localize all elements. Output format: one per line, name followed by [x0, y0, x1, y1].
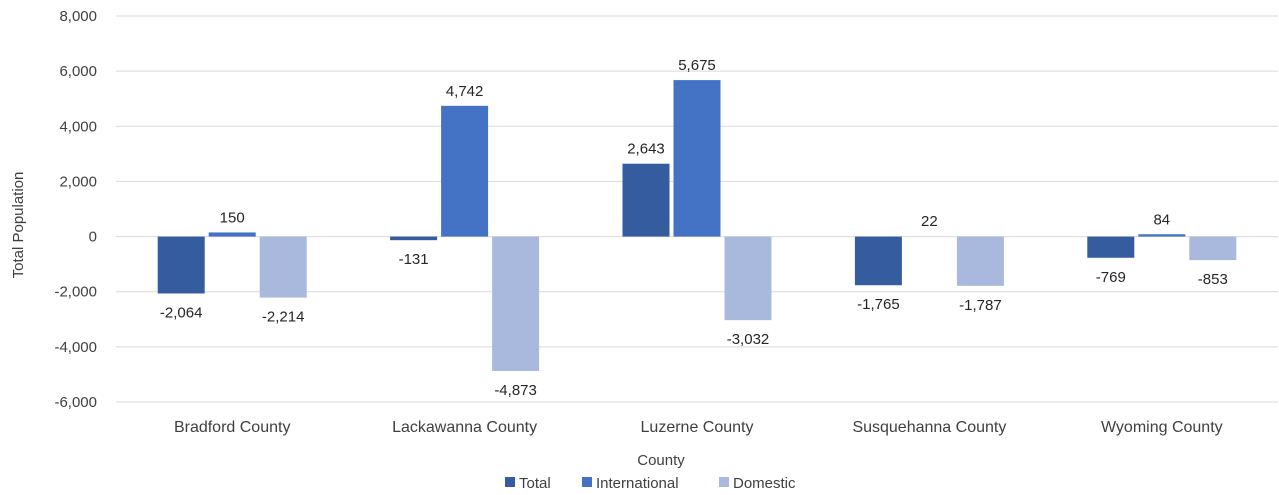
bar-total — [1087, 236, 1135, 258]
legend-swatch-international — [582, 477, 592, 487]
bar-international — [208, 232, 256, 237]
x-category-label: Luzerne County — [641, 419, 754, 436]
legend-swatch-total — [505, 477, 515, 487]
data-label: 22 — [921, 213, 938, 230]
data-label: -769 — [1096, 269, 1126, 286]
y-tick-label: 6,000 — [59, 63, 97, 80]
x-category-label: Wyoming County — [1101, 419, 1223, 436]
x-axis-categories: Bradford County Lackawanna County Luzerne … — [174, 419, 1223, 436]
legend-swatch-domestic — [719, 477, 729, 487]
data-label: 84 — [1153, 211, 1170, 228]
x-category-label: Bradford County — [174, 419, 291, 436]
x-axis-title: County — [637, 452, 685, 469]
legend-label: Domestic — [733, 475, 796, 492]
bar-domestic — [492, 236, 540, 371]
y-tick-label: 2,000 — [59, 173, 97, 190]
bar-international — [441, 105, 489, 237]
data-label: 5,675 — [678, 57, 716, 74]
y-axis-title: Total Population — [10, 172, 27, 279]
y-tick-label: 4,000 — [59, 118, 97, 135]
legend: Total International Domestic — [505, 475, 796, 492]
bar-total — [390, 236, 438, 241]
y-tick-label: -4,000 — [54, 339, 97, 356]
data-label: 2,643 — [627, 141, 665, 158]
bar-international — [673, 80, 721, 237]
data-labels: -2,064 150 -2,214 -131 4,742 -4,873 2,643 5,675… — [160, 57, 1228, 399]
data-label: 4,742 — [446, 83, 484, 100]
data-label: -4,873 — [494, 382, 537, 399]
data-label: -2,214 — [262, 309, 305, 326]
data-label: -3,032 — [727, 331, 770, 348]
y-tick-label: -2,000 — [54, 284, 97, 301]
bar-domestic — [259, 236, 307, 298]
bar-domestic — [724, 236, 772, 321]
y-tick-label: -6,000 — [54, 394, 97, 411]
data-label: -131 — [399, 251, 429, 268]
bar-international — [1138, 234, 1186, 237]
bar-domestic — [1189, 236, 1237, 261]
y-tick-label: 0 — [89, 229, 97, 246]
data-label: 150 — [220, 209, 245, 226]
data-label: -2,064 — [160, 304, 203, 321]
bar-total — [622, 163, 670, 237]
legend-label: Total — [519, 475, 551, 492]
x-category-label: Lackawanna County — [392, 419, 537, 436]
bars — [157, 80, 1237, 371]
bar-total — [157, 236, 205, 294]
data-label: -1,787 — [959, 297, 1002, 314]
y-tick-label: 8,000 — [59, 8, 97, 25]
bar-domestic — [956, 236, 1004, 286]
bar-total — [854, 236, 902, 286]
legend-label: International — [596, 475, 679, 492]
y-axis-ticks: -6,000 -4,000 -2,000 0 2,000 4,000 6,000 8,000 — [54, 8, 97, 411]
x-category-label: Susquehanna County — [852, 419, 1006, 436]
data-label: -853 — [1198, 271, 1228, 288]
data-label: -1,765 — [857, 296, 900, 313]
